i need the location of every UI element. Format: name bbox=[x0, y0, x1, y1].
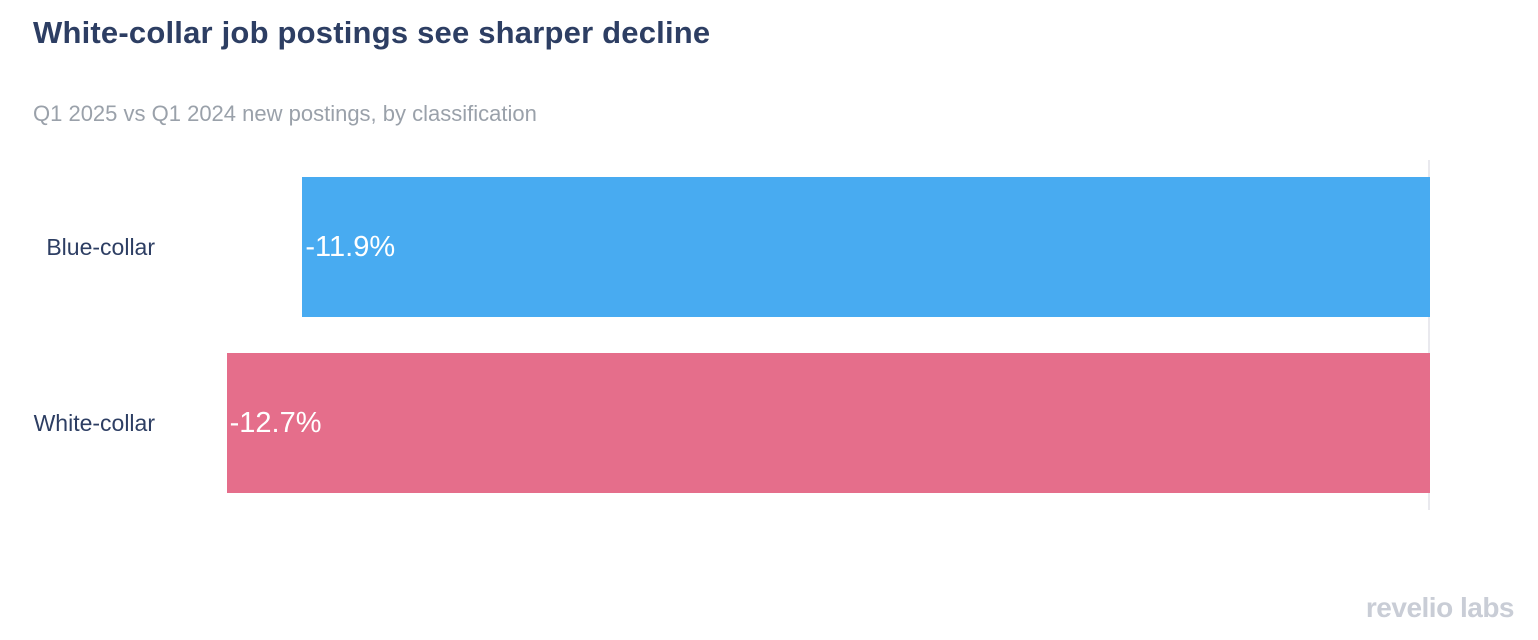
bar-track: -11.9% bbox=[165, 177, 1430, 317]
bar-track: -12.7% bbox=[165, 353, 1430, 493]
category-label: Blue-collar bbox=[46, 233, 155, 260]
category-label: White-collar bbox=[33, 409, 155, 436]
bar-row: White-collar -12.7% bbox=[0, 353, 1430, 493]
zero-axis-line bbox=[1428, 160, 1430, 510]
bar-chart-rows: Blue-collar -11.9% White-collar -12.7% bbox=[0, 177, 1430, 493]
bar-value-label: -11.9% bbox=[305, 230, 396, 263]
chart-subtitle: Q1 2025 vs Q1 2024 new postings, by clas… bbox=[33, 101, 537, 126]
revelio-labs-logo: revelio labs bbox=[1365, 592, 1515, 623]
bar: -12.7% bbox=[226, 353, 1430, 493]
bar: -11.9% bbox=[302, 177, 1430, 317]
bar-chart-plot-area: Blue-collar -11.9% White-collar -12.7% bbox=[0, 160, 1430, 510]
bar-row: Blue-collar -11.9% bbox=[0, 177, 1430, 317]
chart-title: White-collar job postings see sharper de… bbox=[33, 15, 711, 50]
bar-value-label: -12.7% bbox=[229, 406, 322, 439]
